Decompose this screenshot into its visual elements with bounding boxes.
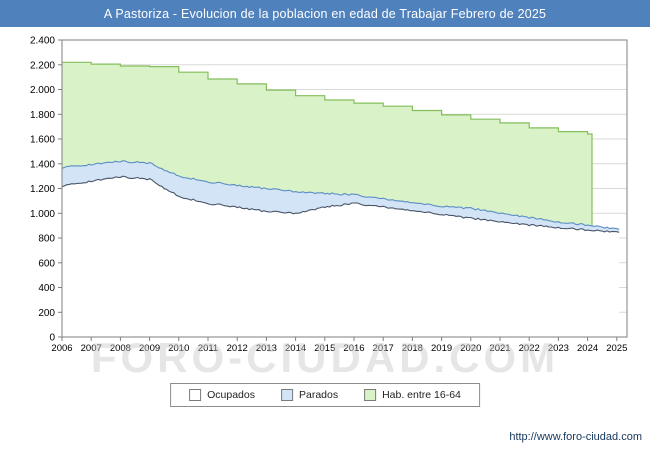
svg-text:1.800: 1.800 (30, 110, 55, 121)
svg-text:1.000: 1.000 (30, 209, 55, 220)
y-axis-labels: 0 200 400 600 800 1.000 1.200 1.400 1.600 1.800 2.… (30, 36, 55, 344)
svg-text:2008: 2008 (110, 343, 131, 354)
svg-text:2024: 2024 (577, 343, 598, 354)
legend-swatch-ocupados (189, 389, 202, 401)
legend-item-parados: Parados (280, 389, 339, 401)
ocupados-line (61, 175, 620, 233)
svg-text:1.200: 1.200 (30, 184, 55, 195)
legend-item-hab: Hab. entre 16-64 (364, 389, 461, 401)
legend-swatch-parados (280, 389, 293, 401)
svg-text:200: 200 (38, 308, 55, 319)
svg-text:2006: 2006 (51, 343, 72, 354)
chart-title-bar: A Pastoriza - Evolucion de la poblacion … (0, 0, 650, 27)
legend-item-ocupados: Ocupados (189, 389, 255, 401)
svg-text:1.600: 1.600 (30, 135, 55, 146)
legend-label-ocupados: Ocupados (207, 389, 255, 401)
svg-text:2010: 2010 (168, 343, 189, 354)
svg-text:0: 0 (49, 333, 55, 344)
svg-text:2009: 2009 (139, 343, 160, 354)
axis-ticks (58, 39, 618, 341)
svg-text:800: 800 (38, 234, 55, 245)
x-axis-labels: 2006 2007 2008 2009 2010 2011 2012 2013 2014 2015… (51, 343, 627, 354)
svg-text:2016: 2016 (343, 343, 364, 354)
svg-text:2014: 2014 (285, 343, 306, 354)
chart-title: A Pastoriza - Evolucion de la poblacion … (103, 6, 547, 21)
svg-text:600: 600 (38, 258, 55, 269)
parados-band (62, 160, 620, 233)
parados-line (61, 160, 620, 230)
footer-url: http://www.foro-ciudad.com (509, 431, 642, 443)
plot-holder: 0 200 400 600 800 1.000 1.200 1.400 1.600 1.800 2.… (0, 27, 650, 362)
svg-text:400: 400 (38, 283, 55, 294)
legend: Ocupados Parados Hab. entre 16-64 (170, 383, 480, 407)
svg-text:2017: 2017 (373, 343, 394, 354)
svg-text:2019: 2019 (431, 343, 452, 354)
ocupados-area (62, 176, 620, 337)
svg-text:2011: 2011 (198, 343, 218, 354)
svg-text:2022: 2022 (519, 343, 540, 354)
svg-text:2.000: 2.000 (30, 85, 55, 96)
svg-text:2018: 2018 (402, 343, 423, 354)
legend-label-hab: Hab. entre 16-64 (382, 389, 461, 401)
svg-text:2.400: 2.400 (30, 36, 55, 47)
svg-text:2012: 2012 (227, 343, 248, 354)
svg-text:2020: 2020 (460, 343, 481, 354)
svg-text:2025: 2025 (606, 343, 627, 354)
legend-label-parados: Parados (298, 389, 339, 401)
svg-text:2.200: 2.200 (30, 60, 55, 71)
svg-text:2021: 2021 (489, 343, 510, 354)
svg-text:2013: 2013 (256, 343, 277, 354)
svg-text:2007: 2007 (81, 343, 102, 354)
svg-text:2015: 2015 (314, 343, 335, 354)
svg-text:1.400: 1.400 (30, 159, 55, 170)
population-chart: 0 200 400 600 800 1.000 1.200 1.400 1.600 1.800 2.… (30, 36, 628, 354)
legend-swatch-hab (364, 389, 377, 401)
svg-text:2023: 2023 (548, 343, 569, 354)
